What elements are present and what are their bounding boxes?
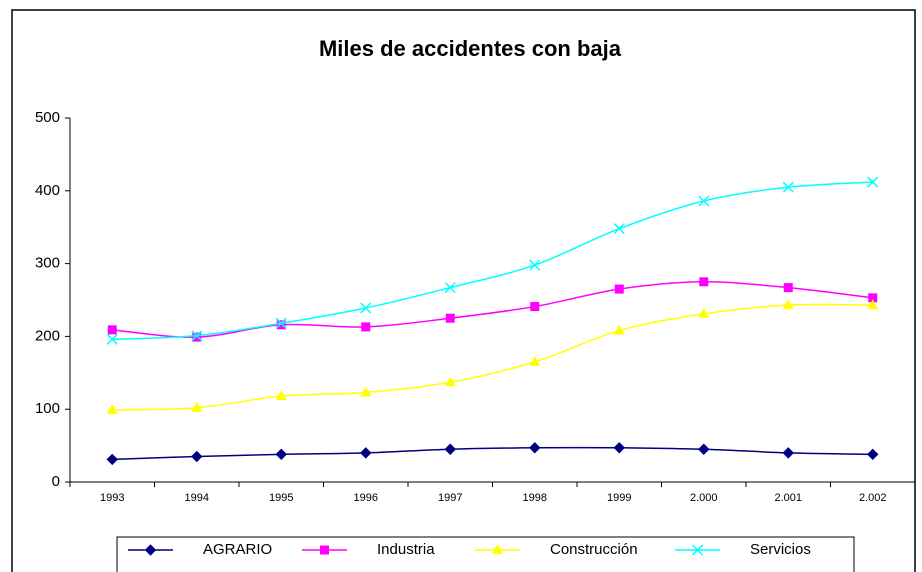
y-tick-label: 200	[35, 327, 60, 344]
marker	[529, 442, 541, 454]
marker	[276, 320, 286, 330]
marker	[783, 283, 793, 293]
marker	[698, 195, 710, 207]
marker	[782, 181, 794, 193]
marker	[360, 447, 372, 459]
legend-label: Construcción	[550, 541, 638, 558]
marker	[782, 299, 794, 310]
legend-item: AGRARIO	[128, 541, 272, 558]
marker	[106, 453, 118, 466]
marker	[191, 401, 203, 412]
marker	[867, 176, 879, 188]
marker	[444, 443, 456, 455]
marker	[275, 317, 287, 329]
y-tick-label: 100	[35, 400, 60, 417]
series-line	[112, 281, 873, 338]
y-tick-label: 0	[52, 473, 60, 490]
marker	[691, 544, 704, 556]
x-tick-label: 2.002	[859, 492, 887, 504]
legend-label: AGRARIO	[203, 541, 272, 558]
marker	[492, 544, 503, 554]
marker	[614, 284, 624, 294]
marker	[698, 443, 710, 455]
marker	[698, 307, 710, 318]
marker	[360, 386, 372, 397]
x-tick-label: 2.001	[774, 492, 802, 504]
marker	[867, 448, 879, 461]
marker	[699, 277, 709, 287]
legend-item: Construcción	[475, 541, 638, 558]
marker	[361, 322, 371, 332]
marker	[867, 299, 879, 310]
marker	[275, 448, 287, 461]
marker	[192, 332, 202, 342]
x-tick-label: 1993	[100, 492, 124, 504]
marker	[613, 442, 625, 454]
x-tick-label: 1994	[185, 492, 209, 504]
marker	[191, 450, 203, 463]
series-line	[112, 446, 873, 461]
marker	[445, 313, 455, 323]
legend-label: Servicios	[750, 541, 811, 558]
marker	[191, 330, 203, 342]
legend-label: Industria	[377, 541, 435, 558]
chart-title: Miles de accidentes con baja	[319, 36, 622, 61]
marker	[106, 333, 118, 345]
marker	[613, 324, 625, 335]
marker	[444, 376, 456, 387]
legend-item: Industria	[302, 541, 435, 558]
marker	[106, 403, 118, 414]
marker	[529, 259, 541, 271]
marker	[444, 282, 456, 294]
marker	[144, 544, 157, 556]
legend-box	[116, 536, 855, 572]
legend-item: Servicios	[675, 541, 811, 558]
series-line	[112, 181, 873, 341]
x-tick-label: 2.000	[690, 492, 718, 504]
x-tick-label: 1998	[523, 492, 547, 504]
marker	[782, 447, 794, 459]
marker	[107, 325, 117, 335]
y-tick-label: 400	[35, 182, 60, 199]
marker	[529, 355, 541, 366]
marker	[868, 293, 878, 303]
marker	[613, 223, 625, 235]
marker	[275, 390, 287, 401]
marker	[530, 302, 540, 312]
x-tick-label: 1995	[269, 492, 293, 504]
series-line	[112, 303, 873, 411]
x-tick-label: 1999	[607, 492, 631, 504]
marker	[360, 302, 372, 314]
y-tick-label: 300	[35, 255, 60, 272]
x-tick-label: 1996	[354, 492, 378, 504]
y-tick-label: 500	[35, 109, 60, 126]
chart-frame	[11, 9, 916, 572]
x-tick-label: 1997	[438, 492, 462, 504]
marker	[320, 545, 329, 555]
